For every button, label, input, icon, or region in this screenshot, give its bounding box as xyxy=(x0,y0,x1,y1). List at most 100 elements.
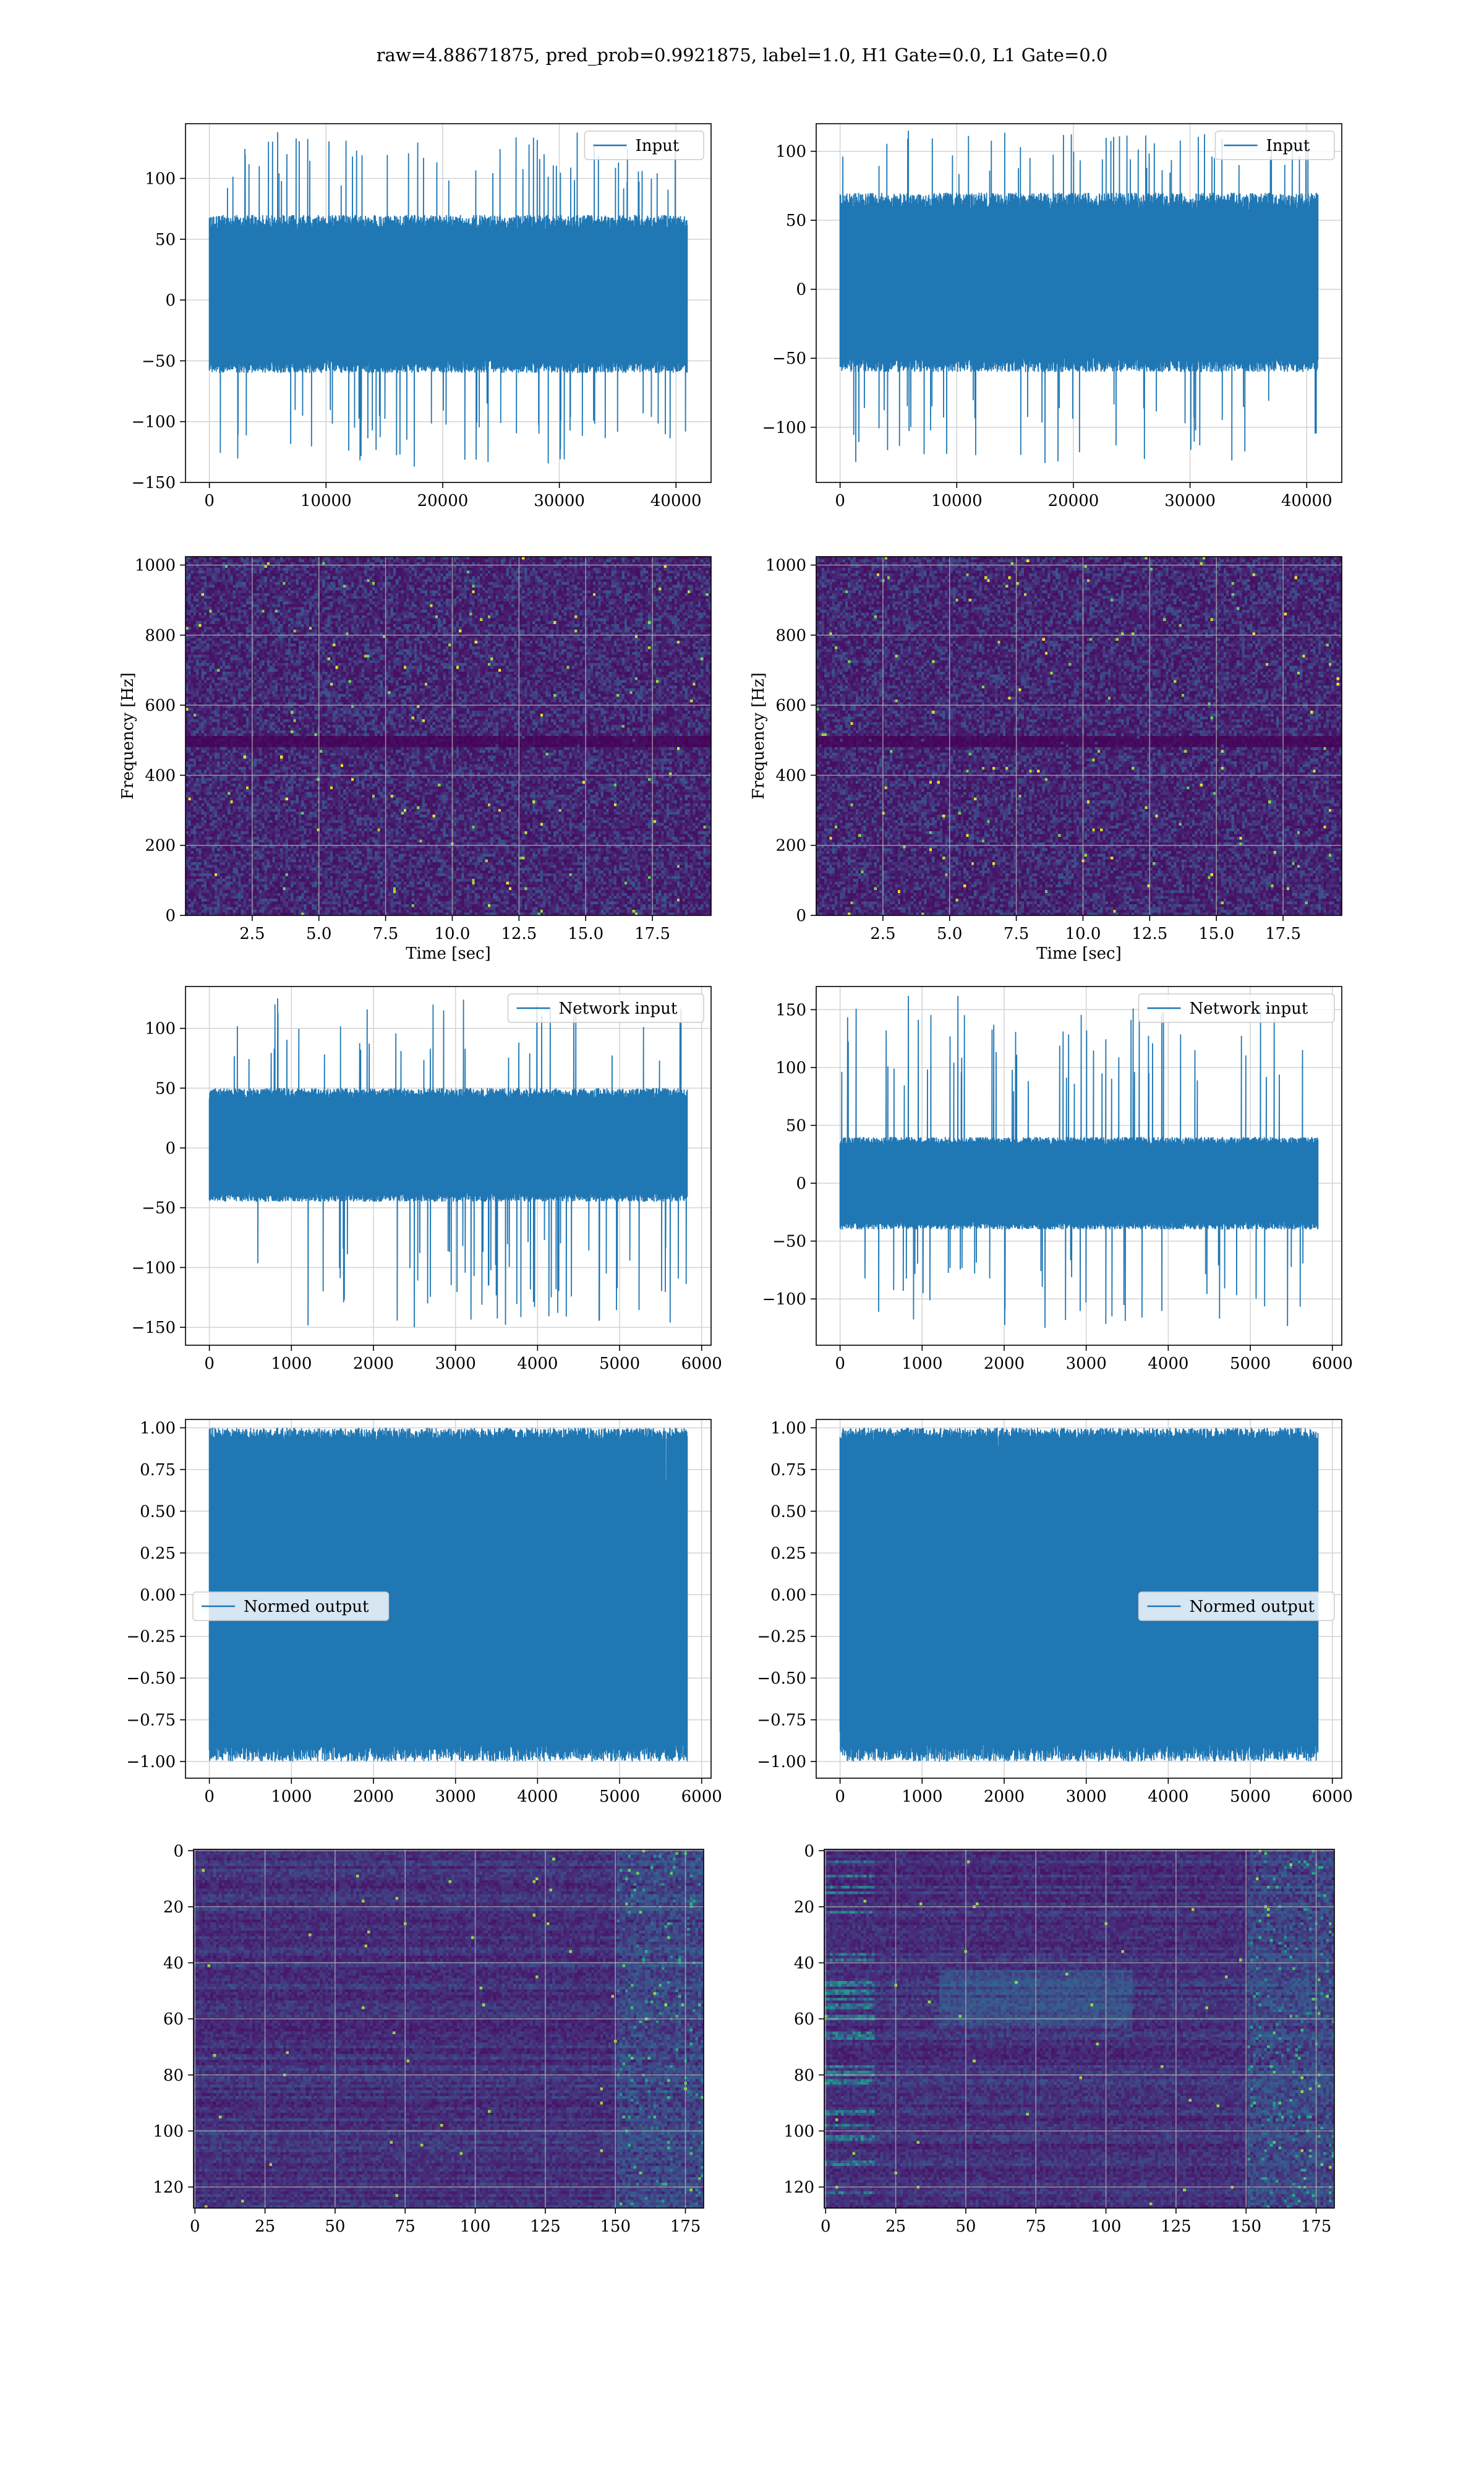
h1-feature-map-ytick-label: 120 xyxy=(153,2178,184,2197)
l1-input-xtick-label: 20000 xyxy=(1048,492,1099,510)
l1-network-input-ytick-label: 50 xyxy=(786,1117,806,1136)
l1-network-input-ytick-label: 150 xyxy=(775,1001,806,1019)
l1-input-xtick-label: 0 xyxy=(835,492,845,510)
h1-feature-map-xtick-label: 0 xyxy=(190,2217,200,2236)
l1-spectrogram-ylabel: Frequency [Hz] xyxy=(749,672,768,800)
l1-network-input-xtick-label: 1000 xyxy=(902,1355,942,1373)
h1-normed-output-frame xyxy=(185,1419,712,1779)
l1-network-input-series-line xyxy=(839,995,1319,1328)
h1-spectrogram-xtick-label: 10.0 xyxy=(435,925,471,943)
h1-normed-output-xtick-label: 3000 xyxy=(435,1787,476,1806)
h1-normed-output-ytick-label: 0.25 xyxy=(140,1544,176,1563)
h1-normed-output-ytick-label: 0.50 xyxy=(140,1502,176,1521)
l1-spectrogram-xlabel: Time [sec] xyxy=(1036,944,1122,963)
l1-feature-map-xtick-label: 0 xyxy=(821,2217,831,2236)
l1-spectrogram-xtick-label: 10.0 xyxy=(1065,925,1101,943)
h1-input-legend: Input xyxy=(584,131,704,160)
l1-feature-map-xtick-label: 100 xyxy=(1091,2217,1122,2236)
l1-normed-output-frame xyxy=(816,1419,1342,1779)
l1-spectrogram-frame xyxy=(816,556,1342,916)
l1-normed-output-xtick-label: 4000 xyxy=(1148,1787,1188,1806)
l1-feature-map-frame xyxy=(824,1849,1335,2209)
h1-normed-output-xtick-label: 6000 xyxy=(681,1787,722,1806)
l1-normed-output-xtick-label: 3000 xyxy=(1066,1787,1107,1806)
h1-network-input-legend-label: Network input xyxy=(559,999,678,1018)
l1-network-input-xtick-label: 0 xyxy=(835,1355,845,1373)
h1-input-xtick-label: 20000 xyxy=(417,492,469,510)
l1-spectrogram-xtick-label: 5.0 xyxy=(937,925,962,943)
l1-spectrogram-xtick-label: 17.5 xyxy=(1265,925,1301,943)
l1-normed-output-legend: Normed output xyxy=(1138,1591,1335,1621)
h1-feature-map-ytick-label: 40 xyxy=(163,1954,184,1973)
h1-normed-output-panel: 0 1000 2000 3000 4000 5000 6000 1.00 0.75 0.50 0.2… xyxy=(126,1419,722,1806)
l1-normed-output-ytick-label: −1.00 xyxy=(757,1753,806,1771)
h1-spectrogram-frame xyxy=(185,556,712,916)
l1-network-input-ytick-label: 0 xyxy=(796,1175,806,1193)
h1-spectrogram-xtick-label: 12.5 xyxy=(501,925,537,943)
h1-spectrogram-ytick-label: 600 xyxy=(145,696,176,715)
h1-feature-map-xtick-label: 125 xyxy=(530,2217,561,2236)
l1-feature-map-ytick-label: 0 xyxy=(804,1842,814,1860)
h1-network-input-ytick-label: −100 xyxy=(132,1259,176,1277)
l1-normed-output-xtick-label: 2000 xyxy=(984,1787,1025,1806)
l1-feature-map-xtick-label: 50 xyxy=(955,2217,976,2236)
l1-normed-output-ytick-label: 0.25 xyxy=(770,1544,806,1563)
figure-title: raw=4.88671875, pred_prob=0.9921875, lab… xyxy=(377,45,1108,66)
l1-network-input-xtick-label: 6000 xyxy=(1312,1355,1353,1373)
l1-spectrogram-xtick-label: 2.5 xyxy=(870,925,895,943)
l1-normed-output-ytick-label: 0.00 xyxy=(770,1586,806,1604)
h1-input-xtick-label: 0 xyxy=(204,492,215,510)
l1-input-ytick-label: 100 xyxy=(775,143,806,161)
h1-spectrogram-xtick-label: 2.5 xyxy=(239,925,265,943)
l1-feature-map-ytick-label: 40 xyxy=(794,1954,814,1973)
l1-input-ytick-label: 0 xyxy=(796,281,806,299)
h1-normed-output-ytick-label: 0.75 xyxy=(140,1461,176,1479)
l1-spectrogram-ytick-label: 1000 xyxy=(765,557,806,575)
l1-input-ytick-label: −50 xyxy=(772,349,806,368)
h1-feature-map-xtick-label: 150 xyxy=(600,2217,631,2236)
l1-normed-output-ytick-label: 0.50 xyxy=(770,1502,806,1521)
h1-feature-map-ytick-label: 100 xyxy=(153,2122,184,2141)
l1-normed-output-xtick-label: 5000 xyxy=(1230,1787,1271,1806)
h1-spectrogram-ytick-label: 1000 xyxy=(135,557,176,575)
h1-network-input-ytick-label: 100 xyxy=(145,1020,176,1038)
l1-normed-output-xtick-label: 6000 xyxy=(1312,1787,1353,1806)
h1-input-ytick-label: 0 xyxy=(165,291,176,310)
h1-normed-output-ytick-label: 1.00 xyxy=(140,1419,176,1437)
h1-network-input-panel: 0 1000 2000 3000 4000 5000 6000 100 50 0 −50 −100 −1… xyxy=(132,986,722,1373)
h1-input-xtick-label: 30000 xyxy=(534,492,585,510)
l1-input-ytick-label: −100 xyxy=(762,419,806,437)
l1-feature-map-ytick-label: 100 xyxy=(783,2122,814,2141)
l1-feature-map-xtick-label: 175 xyxy=(1301,2217,1332,2236)
h1-feature-map-xtick-label: 175 xyxy=(670,2217,701,2236)
h1-normed-output-xtick-label: 5000 xyxy=(599,1787,640,1806)
h1-input-ytick-label: −50 xyxy=(142,352,176,370)
h1-input-ytick-label: −100 xyxy=(132,413,176,432)
l1-feature-map-panel: 0 25 50 75 100 125 150 175 0 20 40 60 80 100 120 xyxy=(783,1842,1335,2236)
h1-normed-output-legend: Normed output xyxy=(192,1591,390,1621)
h1-feature-map-xtick-label: 50 xyxy=(325,2217,345,2236)
l1-input-frame xyxy=(816,123,1342,483)
l1-normed-output-ytick-label: −0.75 xyxy=(757,1711,806,1730)
h1-spectrogram-ytick-label: 0 xyxy=(165,907,176,925)
h1-feature-map-panel: 0 25 50 75 100 125 150 175 0 20 40 60 80 100 120 xyxy=(153,1842,704,2236)
h1-feature-map-heatmap-image xyxy=(194,1849,704,2208)
h1-input-xtick-label: 40000 xyxy=(650,492,702,510)
h1-spectrogram-xtick-label: 15.0 xyxy=(568,925,603,943)
h1-feature-map-ytick-label: 60 xyxy=(163,2010,184,2029)
h1-normed-output-xtick-label: 0 xyxy=(204,1787,215,1806)
l1-network-input-legend-label: Network input xyxy=(1190,999,1308,1018)
h1-normed-output-ytick-label: −0.75 xyxy=(126,1711,176,1730)
l1-network-input-legend: Network input xyxy=(1138,993,1335,1023)
h1-input-xtick-label: 10000 xyxy=(301,492,352,510)
l1-feature-map-xtick-label: 150 xyxy=(1230,2217,1261,2236)
l1-normed-output-xtick-label: 0 xyxy=(835,1787,845,1806)
h1-normed-output-ytick-label: −0.50 xyxy=(126,1669,176,1688)
h1-input-ytick-label: 50 xyxy=(155,231,176,249)
l1-feature-map-ytick-label: 20 xyxy=(794,1898,814,1917)
h1-network-input-frame xyxy=(185,986,712,1346)
l1-input-panel: 0 10000 20000 30000 40000 100 50 0 −50 −100 Input xyxy=(762,123,1342,510)
h1-feature-map-ytick-label: 80 xyxy=(163,2066,184,2085)
l1-normed-output-ytick-label: 0.75 xyxy=(770,1461,806,1479)
l1-normed-output-ytick-label: −0.25 xyxy=(757,1628,806,1646)
